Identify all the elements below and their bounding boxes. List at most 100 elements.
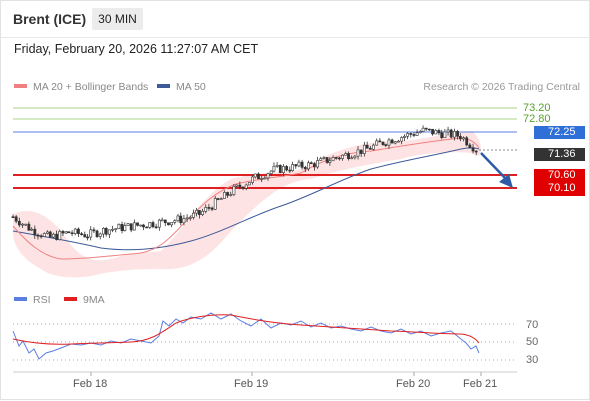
candle-body [163,219,167,224]
candle-body [458,136,462,140]
candle-body [61,231,65,234]
candle-body [173,220,177,223]
candle-body [136,222,139,226]
candle-body [297,161,301,167]
candle-body [176,215,180,221]
candle-body [465,137,469,146]
candle-body [415,132,419,136]
candle-body [114,228,118,230]
candle-body [356,149,360,157]
candle-body [474,150,478,153]
candle-body [157,219,161,228]
candle-body [446,129,450,133]
candle-body [319,158,323,161]
candle-body [95,230,99,237]
candle-body [263,177,267,180]
candle-body [52,233,55,238]
legend-rsi: RSI [14,294,51,306]
candle-body [244,184,248,189]
candle-body [247,182,251,186]
timestamp: Friday, February 20, 2026 11:27:07 AM CE… [14,42,259,56]
candle-body [397,140,400,143]
ma50-swatch [157,84,170,89]
candle-body [142,224,145,228]
candle-body [251,176,254,183]
candle-body [241,186,245,189]
candle-body [111,228,114,231]
candle-body [431,128,434,135]
candle-body [266,173,270,179]
candle-body [64,231,68,234]
candle-body [192,212,195,218]
candle-body [238,184,242,188]
candle-body [129,223,133,231]
candle-body [24,223,28,226]
candle-body [30,228,34,231]
candle-body [17,220,21,226]
candle-body [359,149,363,154]
candle-body [235,184,239,187]
support-2-badge: 70.10 [534,182,585,196]
legend-ma20-label: MA 20 + Bollinger Bands [33,81,149,93]
candle-body [378,140,382,143]
candle-body [58,231,62,240]
rsi-tick-30: 30 [526,354,539,366]
candle-body [11,216,15,218]
candle-body [83,234,87,238]
rsi-tick-70: 70 [526,319,539,331]
candle-body [437,130,441,134]
candle-body [449,129,453,138]
candle-body [403,135,406,138]
candle-body [117,224,121,229]
instrument-title: Brent (ICE) [13,11,87,27]
candle-body [21,223,24,226]
rsi-9ma-line [12,314,480,345]
candle-body [387,139,391,146]
candle-body [316,160,319,168]
candle-body [46,231,49,234]
timeframe-selector[interactable]: 30 MIN [92,8,143,30]
candle-body [418,131,422,134]
candle-body [278,164,282,173]
legend-ma50: MA 50 [157,81,206,93]
forecast-arrow [480,152,507,180]
candle-body [55,233,59,240]
candle-body [322,157,326,159]
candle-body [347,153,350,160]
candle-body [288,169,292,172]
candle-body [272,165,276,172]
candle-body [210,207,214,210]
candle-body [151,222,155,228]
candle-body [204,207,208,212]
candle-body [48,231,52,238]
candle-body [216,198,220,200]
candle-body [70,232,74,235]
candle-body [428,128,431,131]
candle-body [412,134,416,136]
candle-body [471,147,475,152]
candle-body [89,229,93,238]
candle-body [222,192,226,199]
candle-body [260,178,264,180]
research-credit: Research © 2026 Trading Central [423,81,580,93]
candle-body [275,164,279,167]
candle-body [384,144,388,146]
level-label-73-20: 73.20 [523,102,551,114]
candle-body [33,228,37,236]
candle-body [424,127,428,130]
candle-body [14,216,18,222]
candle-body [421,127,425,132]
candle-body [309,162,313,165]
candle-body [73,228,77,234]
last-price-badge: 71.36 [534,148,585,161]
candle-body [381,141,385,145]
candle-body [167,222,170,226]
candle-body [179,215,183,224]
candle-body [107,229,111,235]
candle-body [325,157,329,163]
candle-body [409,133,413,135]
legend-ma20: MA 20 + Bollinger Bands [14,81,148,93]
legend-9ma-label: 9MA [83,294,105,306]
candle-body [67,231,71,234]
